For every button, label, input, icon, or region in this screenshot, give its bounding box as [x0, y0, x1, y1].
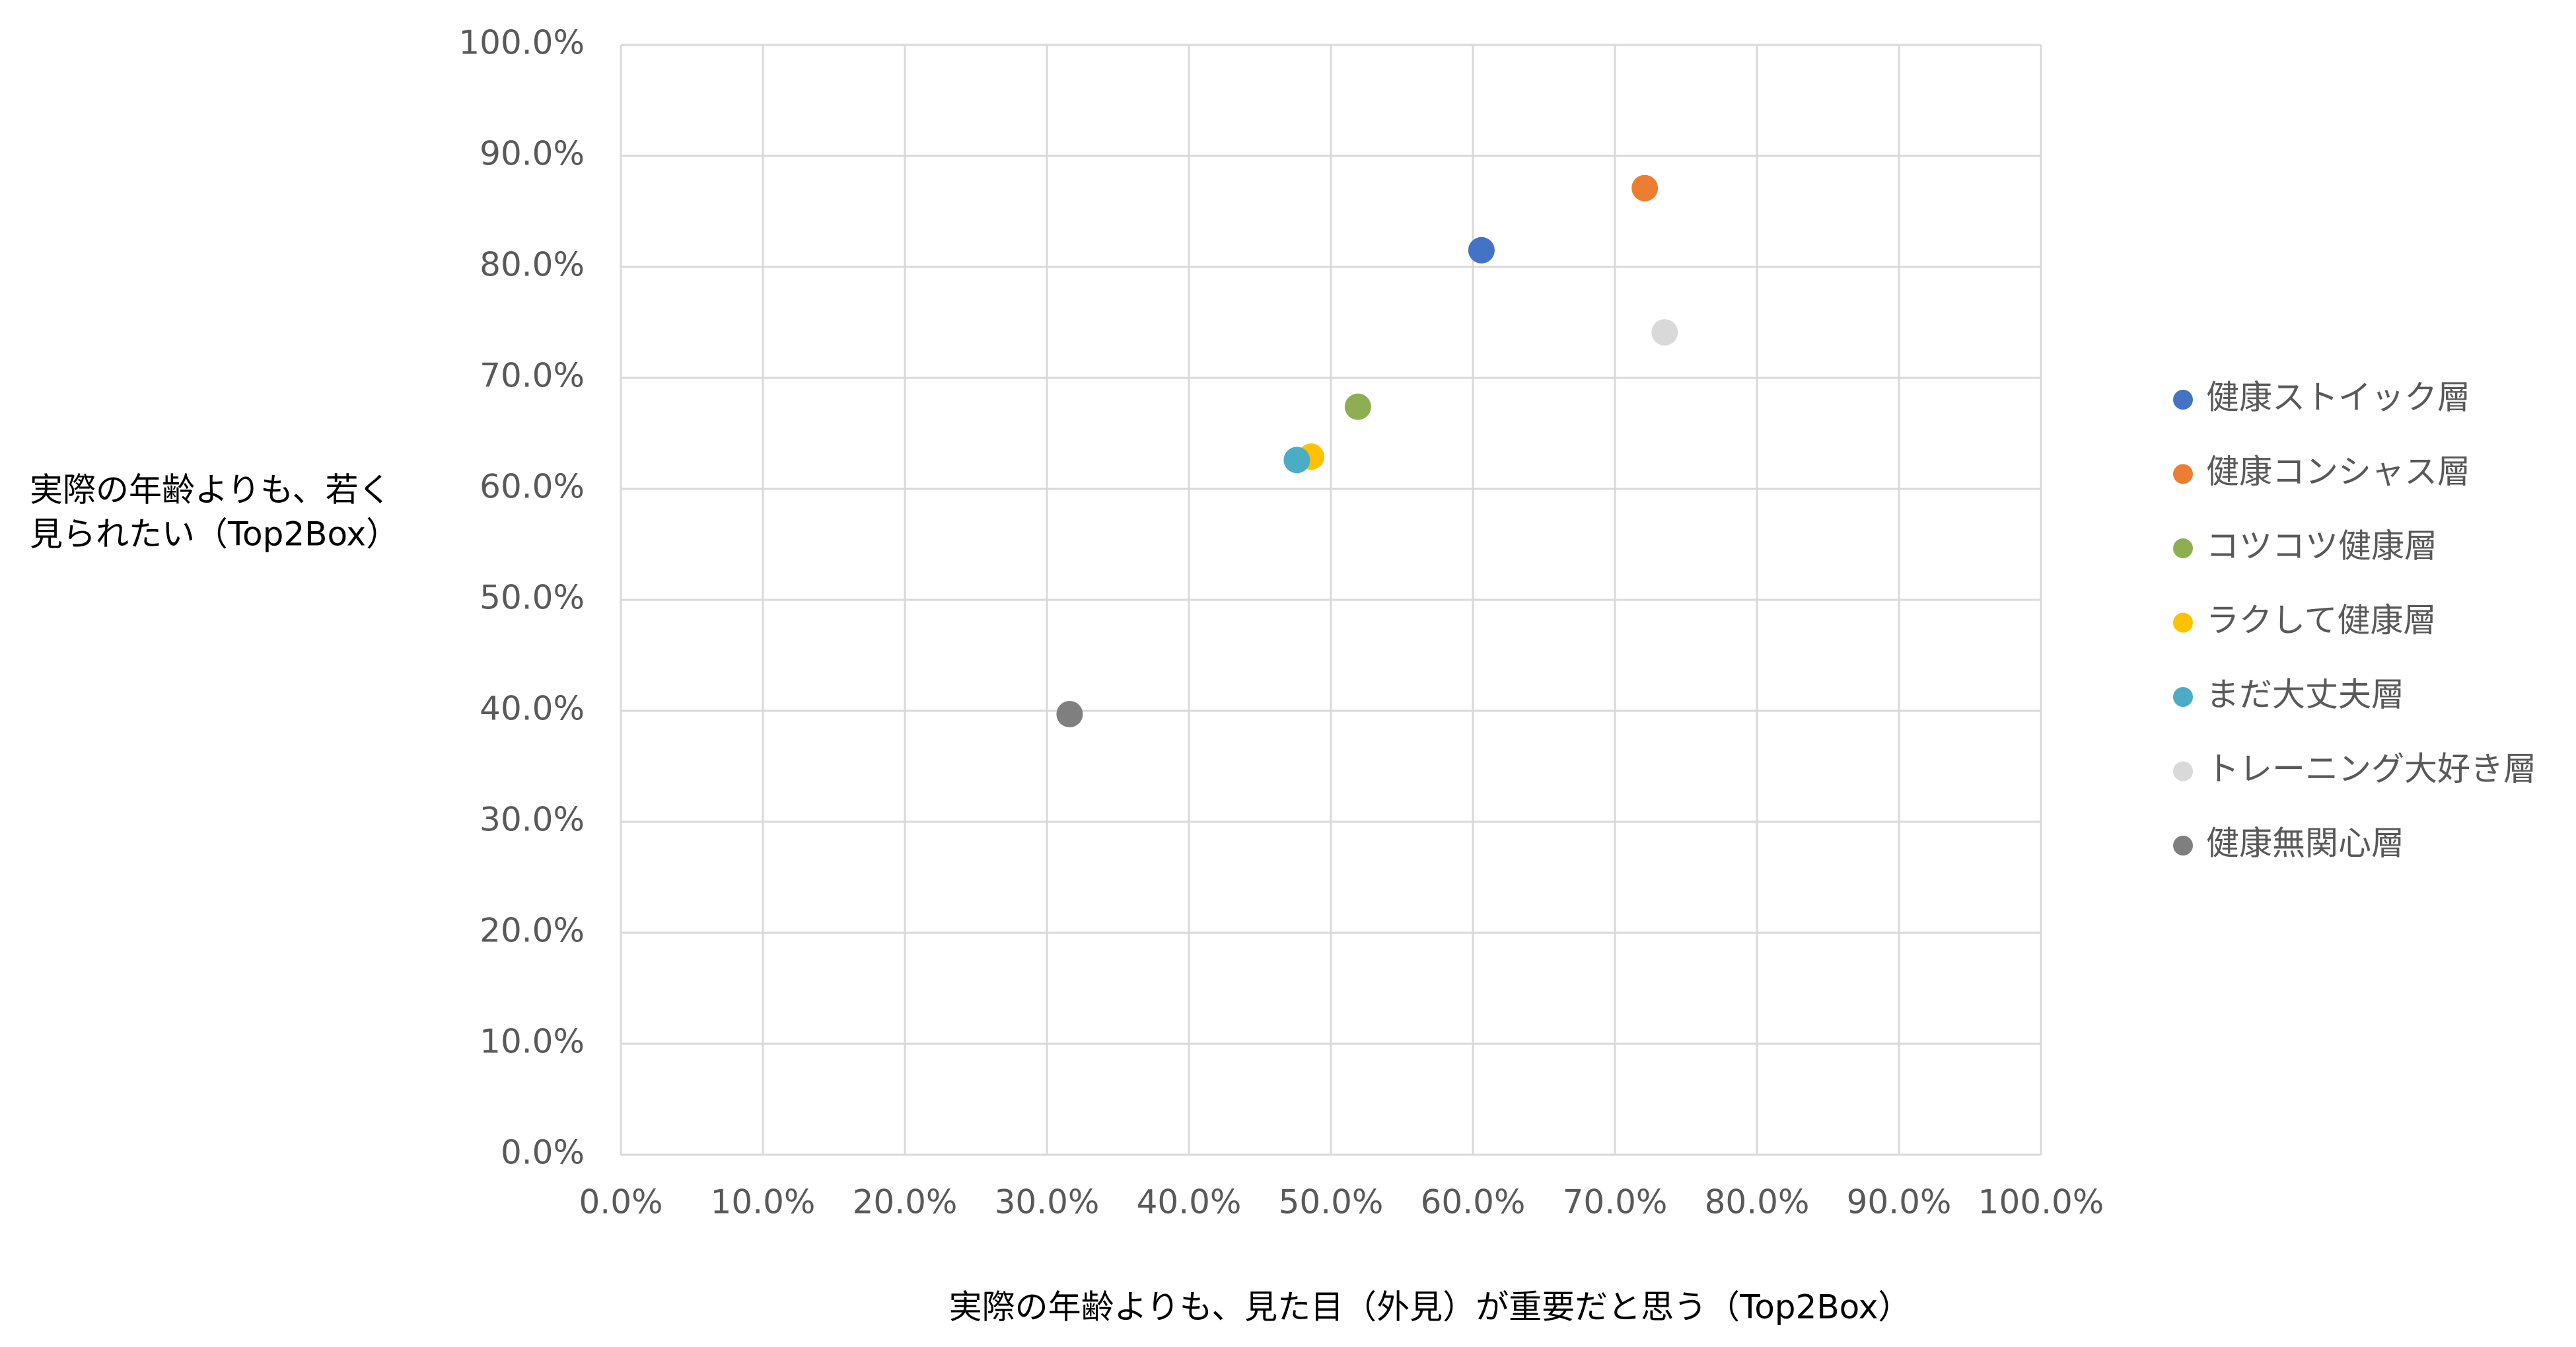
y-tick-label: 80.0% — [480, 246, 585, 284]
y-tick-label: 0.0% — [501, 1134, 585, 1172]
legend-marker — [2173, 612, 2193, 633]
legend-label: 健康コンシャス層 — [2206, 453, 2470, 491]
point — [1344, 393, 1371, 420]
x-tick-label: 90.0% — [1847, 1183, 1952, 1221]
legend-marker — [2173, 538, 2193, 558]
point — [1283, 447, 1310, 474]
point — [1468, 237, 1495, 264]
legend-marker — [2173, 687, 2193, 707]
legend-marker — [2173, 390, 2193, 410]
legend-label: 健康無関心層 — [2206, 824, 2404, 863]
x-tick-label: 0.0% — [579, 1183, 662, 1221]
y-tick-label: 30.0% — [480, 801, 585, 839]
legend-label: まだ大丈夫層 — [2206, 676, 2404, 714]
y-tick-label: 50.0% — [480, 579, 585, 617]
y-axis-title: 見られたい（Top2Box） — [30, 515, 399, 554]
point — [1651, 319, 1678, 346]
point — [1056, 701, 1083, 728]
x-tick-label: 10.0% — [711, 1183, 816, 1221]
legend-label: コツコツ健康層 — [2206, 527, 2437, 565]
y-tick-label: 10.0% — [480, 1023, 585, 1061]
legend-marker — [2173, 761, 2193, 782]
x-tick-label: 40.0% — [1137, 1183, 1242, 1221]
legend-label: トレーニング大好き層 — [2206, 750, 2536, 788]
legend-marker — [2173, 464, 2193, 484]
x-tick-label: 30.0% — [995, 1183, 1100, 1221]
legend-label: ラクして健康層 — [2206, 601, 2437, 639]
x-tick-label: 50.0% — [1279, 1183, 1384, 1221]
y-tick-label: 60.0% — [480, 468, 585, 506]
x-tick-label: 70.0% — [1563, 1183, 1668, 1221]
y-axis-title: 実際の年齢よりも、若く — [30, 471, 392, 509]
legend-marker — [2173, 836, 2193, 856]
x-tick-label: 20.0% — [853, 1183, 958, 1221]
y-tick-label: 40.0% — [480, 690, 585, 728]
y-tick-label: 100.0% — [458, 24, 585, 62]
point — [1631, 174, 1659, 201]
x-tick-label: 60.0% — [1421, 1183, 1526, 1221]
x-axis-title: 実際の年齢よりも、見た目（外見）が重要だと思う（Top2Box） — [949, 1288, 1912, 1327]
legend-label: 健康ストイック層 — [2206, 379, 2470, 417]
x-tick-label: 100.0% — [1978, 1183, 2104, 1221]
y-tick-label: 20.0% — [480, 912, 585, 950]
y-tick-label: 70.0% — [480, 357, 585, 395]
x-tick-label: 80.0% — [1705, 1183, 1810, 1221]
y-tick-label: 90.0% — [480, 135, 585, 173]
